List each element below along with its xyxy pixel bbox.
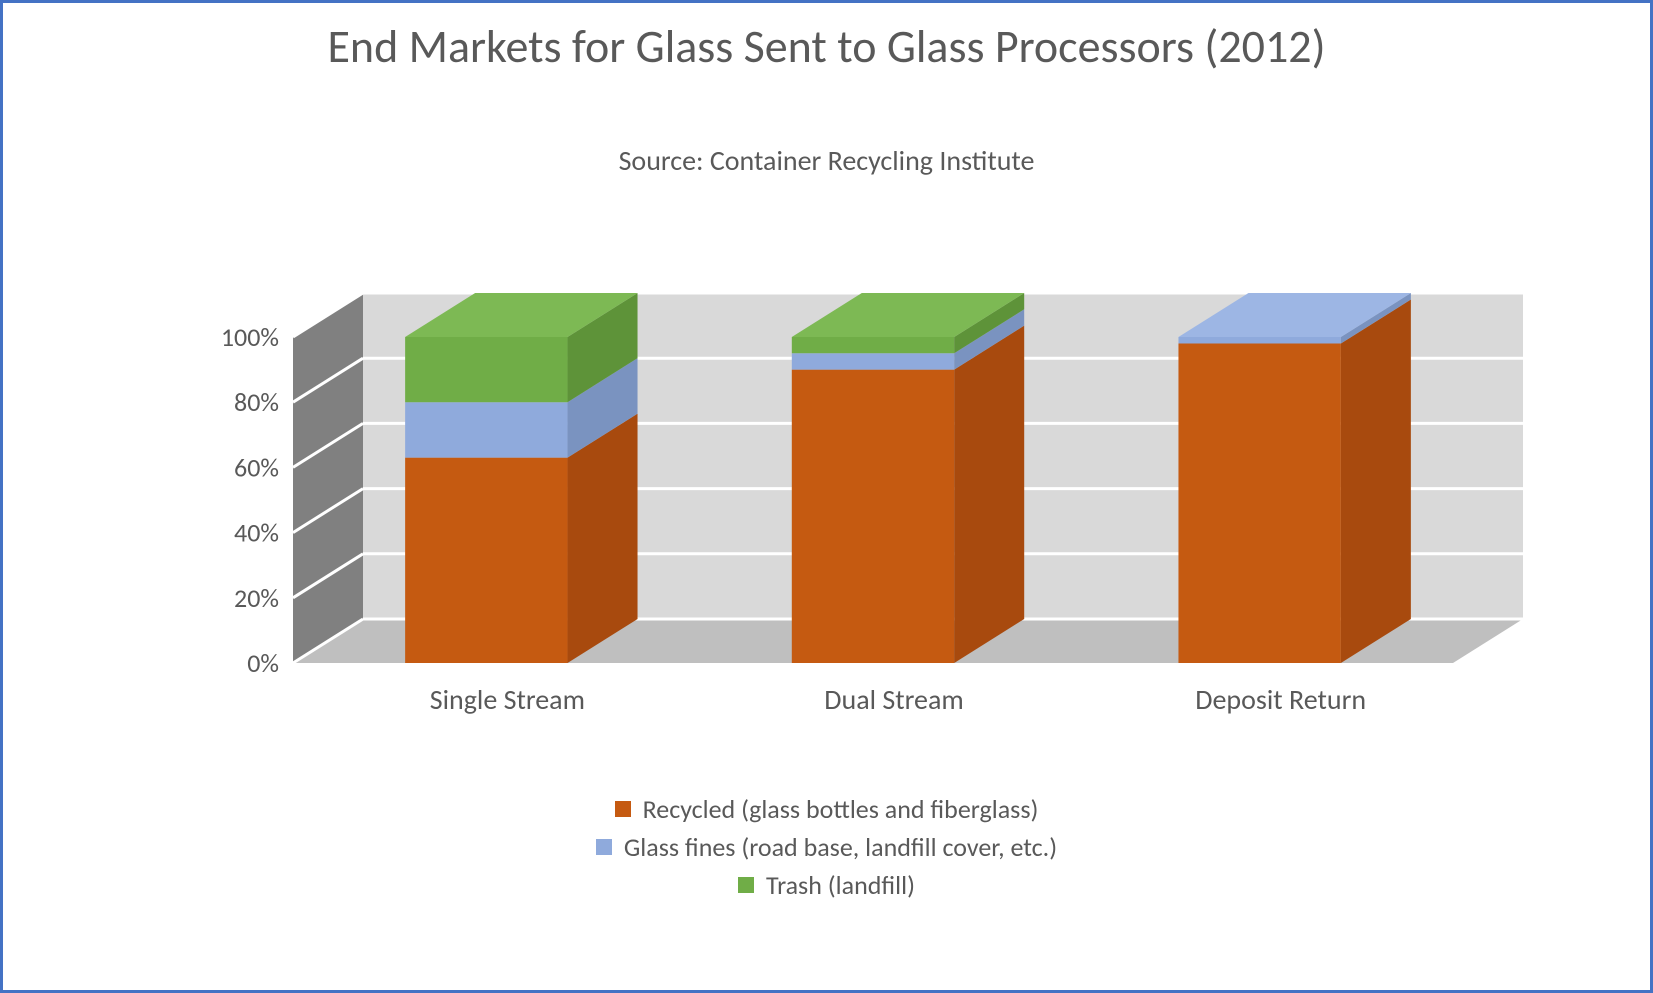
chart-title: End Markets for Glass Sent to Glass Proc…	[3, 21, 1650, 74]
svg-text:0%: 0%	[247, 647, 279, 679]
swatch-recycled	[615, 801, 631, 817]
chart-plot: 0% 20% 40% 60% 80% 100% Single Stream Dual Stre…	[123, 233, 1533, 733]
svg-text:Single Stream: Single Stream	[430, 682, 585, 717]
legend-item-trash: Trash (landfill)	[738, 869, 915, 901]
legend-item-recycled: Recycled (glass bottles and fiberglass)	[615, 793, 1039, 825]
swatch-fines	[596, 839, 612, 855]
legend: Recycled (glass bottles and fiberglass) …	[3, 793, 1650, 901]
svg-text:80%: 80%	[234, 386, 279, 418]
svg-text:Dual Stream: Dual Stream	[824, 682, 963, 717]
svg-text:40%: 40%	[234, 517, 279, 549]
svg-text:Deposit Return: Deposit Return	[1195, 682, 1366, 717]
legend-item-fines: Glass fines (road base, landfill cover, …	[596, 831, 1057, 863]
chart-frame: { "title": "End Markets for Glass Sent t…	[0, 0, 1653, 993]
svg-text:100%: 100%	[221, 321, 279, 353]
legend-label-recycled: Recycled (glass bottles and fiberglass)	[643, 793, 1039, 825]
chart-subtitle: Source: Container Recycling Institute	[3, 143, 1650, 178]
legend-label-trash: Trash (landfill)	[766, 869, 915, 901]
swatch-trash	[738, 877, 754, 893]
svg-text:20%: 20%	[234, 582, 279, 614]
legend-label-fines: Glass fines (road base, landfill cover, …	[624, 831, 1057, 863]
svg-text:60%: 60%	[234, 451, 279, 483]
